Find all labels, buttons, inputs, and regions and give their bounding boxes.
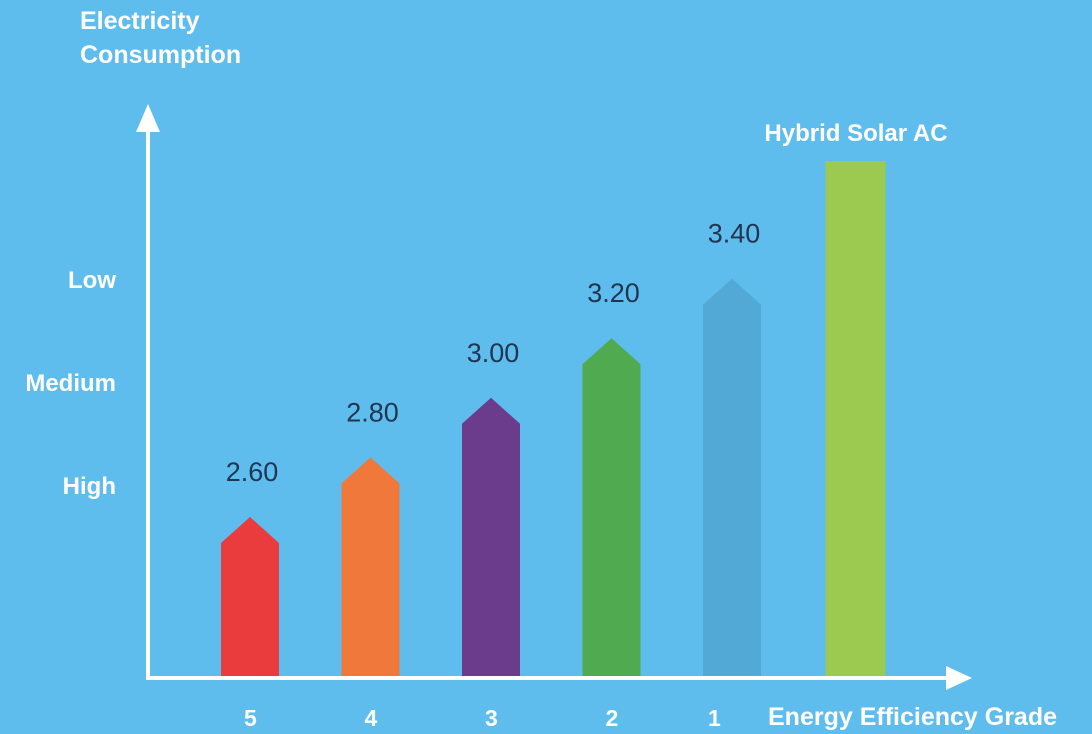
bar-4 [341,457,400,676]
value-label: 3.20 [587,278,640,308]
value-label: 3.00 [467,338,520,368]
bar-3 [462,397,520,676]
value-label: 2.60 [226,457,279,487]
axes [136,104,972,690]
x-tick-label: 4 [364,705,378,731]
x-tick-label: 5 [244,705,257,731]
bars [221,161,886,676]
bar-5 [221,517,279,676]
value-label: 3.40 [708,219,761,249]
hybrid-annotation: Hybrid Solar AC [764,120,947,147]
x-tick-label: 3 [485,705,498,731]
bar-1 [703,278,761,676]
x-axis-arrow-icon [946,666,972,690]
y-level-label: High [63,473,116,500]
y-axis-title: Electricity Consumption [80,7,242,69]
value-label: 2.80 [346,397,399,427]
x-tick-label: 1 [708,705,721,731]
y-axis-arrow-icon [136,104,160,132]
x-tick-label: 2 [605,705,619,731]
bar-2 [582,338,641,676]
labels: 2.60 2.80 3.00 3.20 3.40 Hybrid Solar AC Low Me… [25,120,947,500]
bar-hybrid [825,161,886,676]
y-level-label: Medium [25,370,116,397]
y-level-label: Low [68,267,116,294]
x-axis-title: Energy Efficiency Grade [768,703,1058,731]
